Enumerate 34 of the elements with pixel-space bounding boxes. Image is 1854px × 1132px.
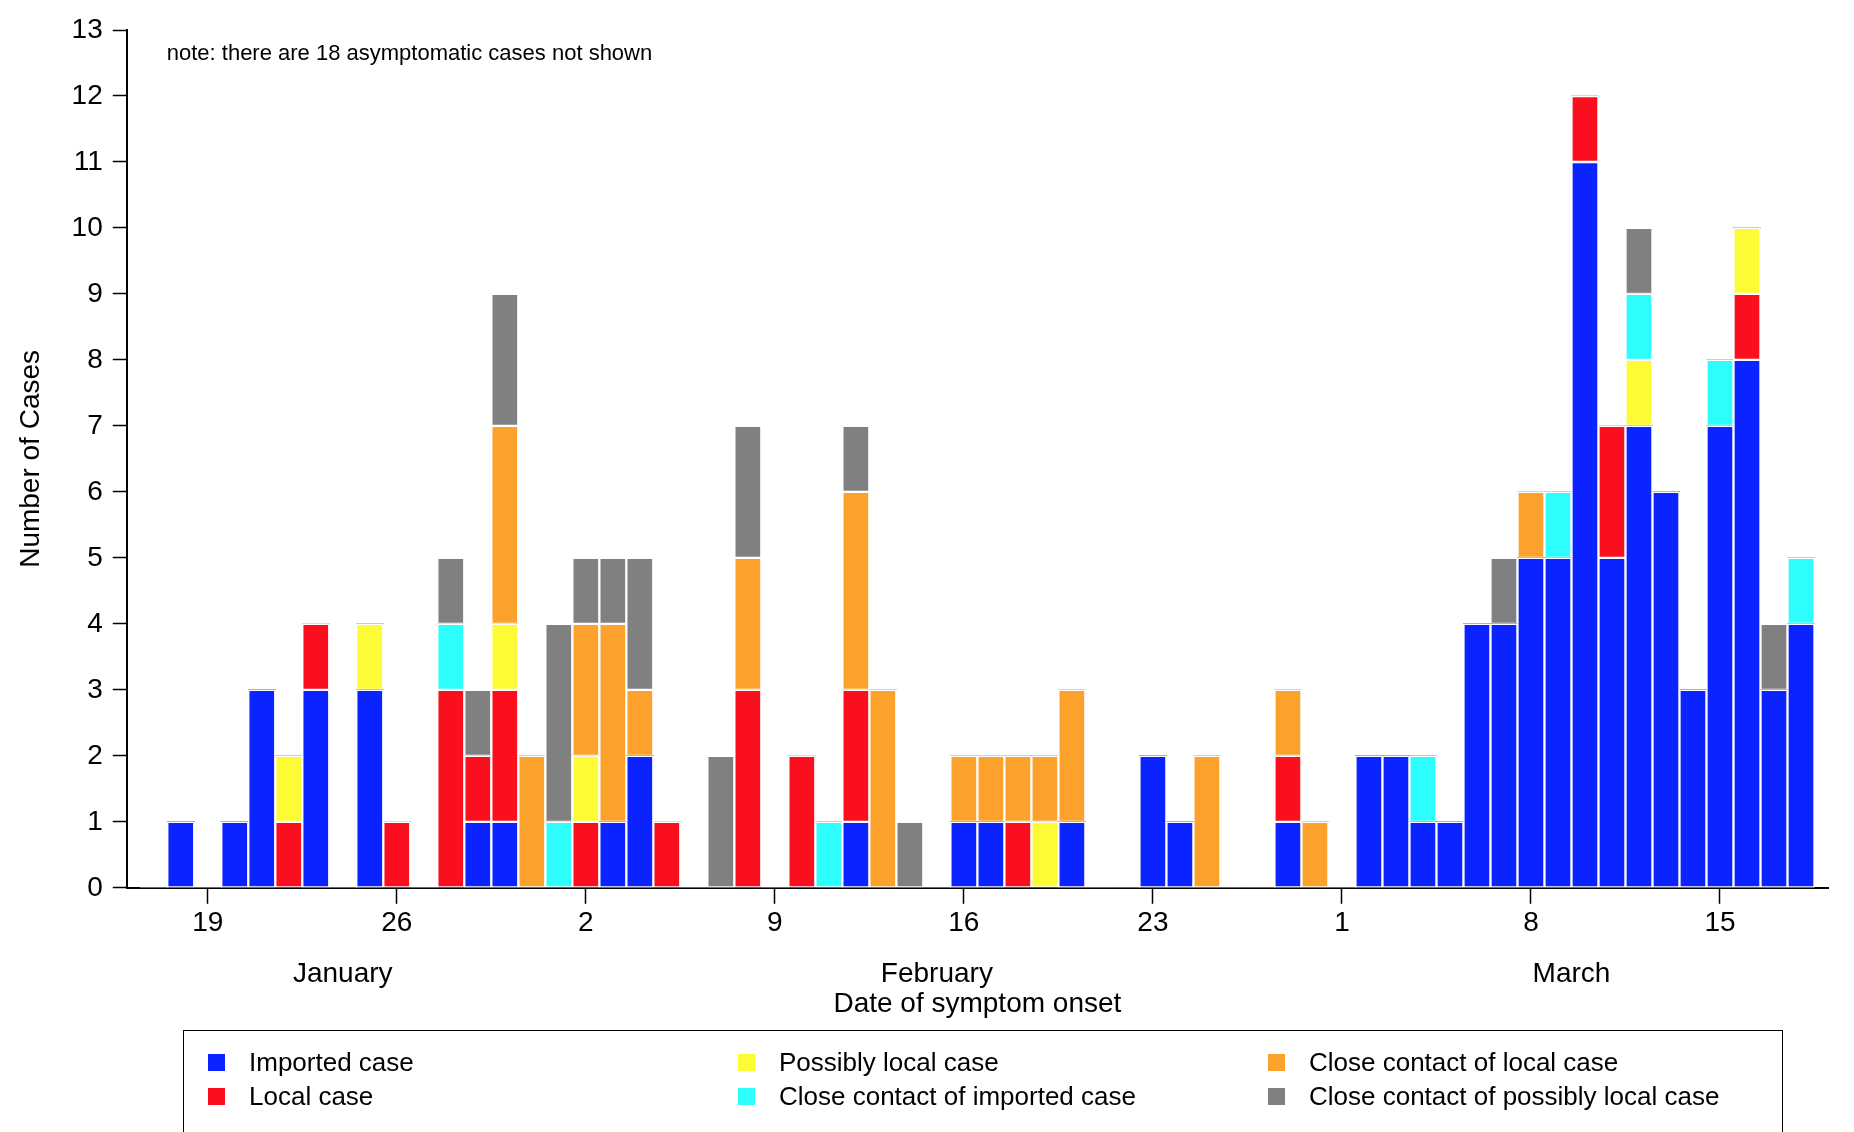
y-tick-label: 8	[87, 342, 103, 374]
x-tick-label: 23	[1137, 906, 1169, 938]
text: March	[1532, 956, 1611, 988]
x-tick-label: 1	[1334, 906, 1350, 938]
x-tick-label: 2	[578, 906, 594, 938]
y-tick-label: 5	[87, 540, 103, 572]
y-tick-label: 1	[87, 804, 103, 836]
x-tick-label: 15	[1704, 906, 1736, 938]
x-tick-label: 19	[192, 906, 224, 938]
y-tick-label: 4	[87, 606, 103, 638]
x-tick-label: 8	[1523, 906, 1539, 938]
text: February	[880, 956, 993, 988]
y-tick-label: 10	[71, 210, 103, 242]
legend-label: Imported case	[249, 1046, 414, 1078]
y-tick-label: 11	[73, 144, 103, 176]
y-tick-label: 13	[71, 12, 103, 44]
y-tick-label: 2	[87, 738, 103, 770]
x-tick-label: 16	[948, 906, 980, 938]
legend-label: Possibly local case	[779, 1046, 999, 1078]
text: January	[292, 956, 393, 988]
x-tick-label: 9	[767, 906, 783, 938]
y-tick-label: 0	[87, 870, 103, 902]
legend-label: Local case	[249, 1080, 374, 1112]
legend-label: Close contact of possibly local case	[1309, 1080, 1720, 1112]
y-tick-label: 12	[71, 78, 103, 110]
y-tick-label: 9	[87, 276, 103, 308]
legend-label: Close contact of imported case	[779, 1080, 1136, 1112]
legend-label: Close contact of local case	[1309, 1046, 1619, 1078]
x-tick-label: 26	[381, 906, 413, 938]
y-tick-label: 6	[87, 474, 103, 506]
y-tick-label: 3	[87, 672, 103, 704]
y-axis-title: Number of Cases	[13, 349, 45, 568]
annotation: note: there are 18 asymptomatic cases not shown	[166, 40, 653, 66]
y-tick-label: 7	[87, 408, 103, 440]
